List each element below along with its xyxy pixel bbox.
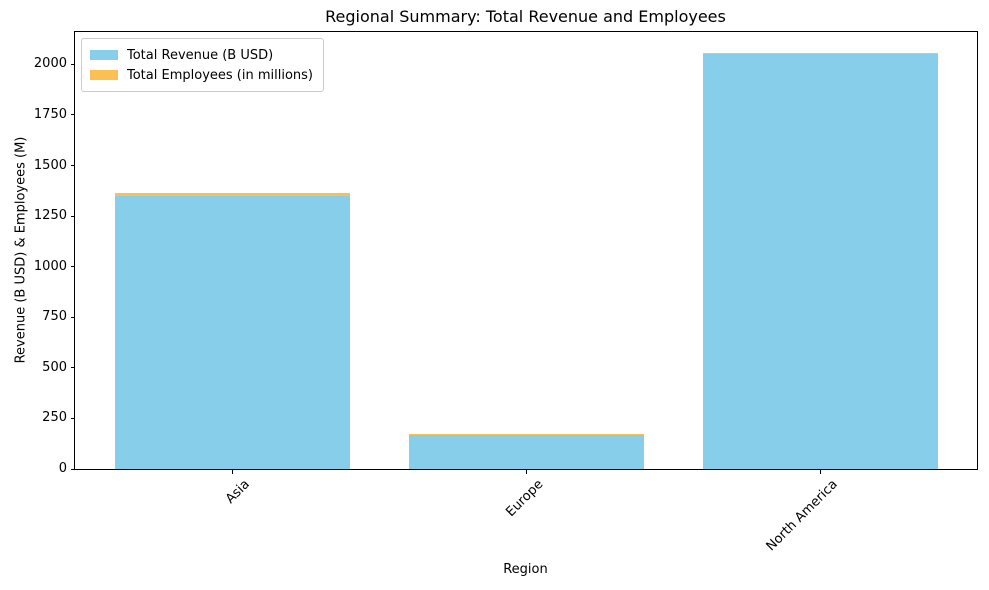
y-tick-label: 250 [42,410,67,426]
y-tick-label: 1500 [33,157,67,173]
y-tick-mark [71,165,75,167]
y-tick-mark [71,215,75,217]
bar-europe [409,434,645,469]
y-tick-mark [71,63,75,65]
y-tick-mark [71,468,75,470]
legend-swatch-revenue-icon [90,50,118,60]
legend: Total Revenue (B USD) Total Employees (i… [81,38,324,92]
y-tick-mark [71,114,75,116]
y-tick-label: 500 [42,359,67,375]
y-tick-label: 1000 [33,258,67,274]
x-axis-label: Region [503,562,548,577]
legend-label-total-employees: Total Employees (in millions) [127,67,313,83]
y-tick-label: 750 [42,309,67,325]
bar-north-america [703,54,939,469]
bar-asia [115,195,351,469]
chart-title: Regional Summary: Total Revenue and Empl… [325,7,726,26]
bar-north-america [703,52,939,55]
y-tick-mark [71,417,75,419]
y-tick-label: 0 [58,461,67,476]
y-tick-mark [71,316,75,318]
legend-item-total-employees: Total Employees (in millions) [90,65,313,85]
y-tick-label: 1750 [33,106,67,122]
x-tick-mark [820,470,822,474]
legend-item-total-revenue: Total Revenue (B USD) [90,45,313,65]
y-tick-mark [71,367,75,369]
x-tick-mark [526,470,528,474]
y-tick-mark [71,266,75,268]
y-tick-label: 2000 [33,56,67,72]
x-tick-label: North America [763,477,841,555]
x-tick-label: Asia [222,477,253,507]
legend-label-total-revenue: Total Revenue (B USD) [127,47,274,63]
y-tick-label: 1250 [33,208,67,224]
bar-asia [115,193,351,196]
x-tick-label: Europe [503,477,547,520]
legend-swatch-employees-icon [90,70,118,80]
x-tick-mark [232,470,234,474]
